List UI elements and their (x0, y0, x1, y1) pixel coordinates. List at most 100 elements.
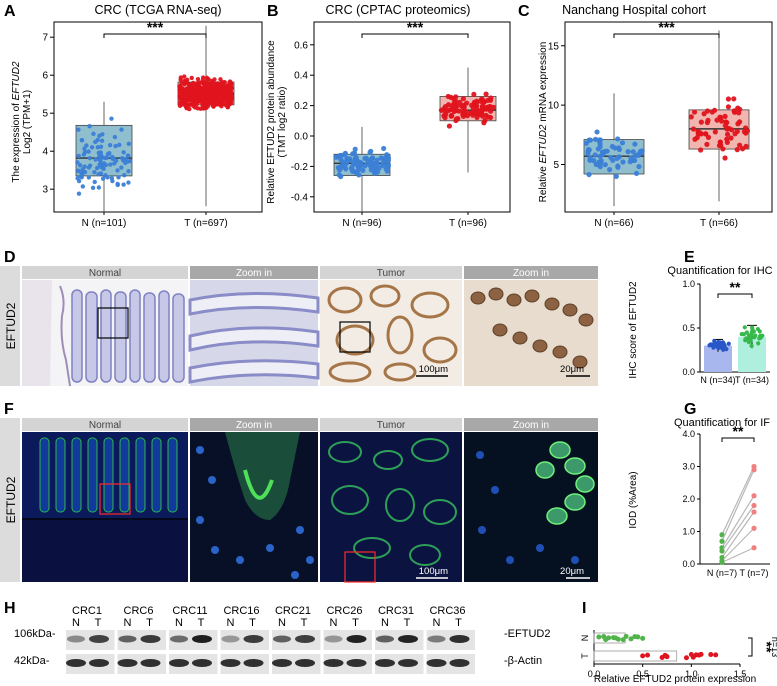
y-tick-label: 0.5 (682, 323, 695, 333)
chart-e-ylabel: IHC score of EFTUD2 (628, 281, 639, 379)
data-point (113, 143, 118, 149)
data-point (587, 137, 593, 143)
chart-b-ylabel-line2: (TMT log2 ratio) (277, 87, 288, 158)
data-point (198, 99, 203, 104)
data-point (212, 102, 218, 107)
data-point (446, 123, 453, 129)
data-point (102, 155, 108, 161)
data-point (596, 634, 602, 640)
pair-line (721, 469, 755, 542)
x-tick-label: N (n=34) (700, 375, 735, 385)
wb-actin-n (375, 659, 395, 667)
chart-i: Relative EFTUD2 protein expression 0.0 0.… (580, 630, 777, 685)
x-tick-label: N (n=66) (594, 218, 633, 229)
wb-actin-t (140, 659, 161, 667)
data-point (712, 341, 718, 346)
wb-nt-label: N (175, 617, 183, 629)
wb-band-n (170, 635, 188, 643)
data-point (353, 157, 360, 163)
ihc-side-label: EFTUD2 (4, 302, 18, 349)
data-point (187, 82, 192, 87)
data-point (207, 81, 213, 87)
wb-band-n (221, 635, 240, 643)
y-tick-label: 5 (553, 160, 559, 171)
data-point-n (719, 559, 725, 565)
data-point (195, 86, 201, 91)
x-tick-label: T (n=96) (449, 218, 487, 229)
data-point (748, 333, 753, 338)
wb-lane-label: CRC11 (172, 605, 207, 617)
data-point (711, 107, 718, 113)
panel-label-e: E (684, 249, 695, 266)
wb-actin-t (398, 659, 418, 667)
data-point (225, 93, 231, 99)
data-point (627, 159, 633, 165)
data-point (702, 131, 709, 137)
if-side-bar (0, 418, 20, 582)
y-tick-label: -0.2 (291, 162, 309, 173)
wb-band-t (346, 635, 367, 643)
data-point (453, 98, 459, 104)
panel-label-d: D (4, 249, 16, 266)
chart-c-frame (564, 21, 773, 213)
data-point (690, 126, 697, 132)
data-point (86, 165, 92, 170)
wb-band-t (89, 635, 109, 643)
data-point (722, 113, 728, 119)
data-point (76, 191, 82, 196)
significance-label: ** (759, 642, 775, 653)
data-point (92, 179, 97, 185)
data-point (126, 141, 132, 147)
wb-actin-t (192, 659, 212, 667)
data-point (126, 169, 131, 174)
data-point (698, 147, 704, 153)
ihc-tumor-zoom-image: 20μm (464, 280, 598, 386)
data-point (606, 635, 612, 641)
data-point (94, 165, 100, 171)
ihc-normal-zoom-image (188, 280, 320, 386)
wb-mw-bottom: 42kDa- (14, 655, 50, 667)
data-point (105, 152, 111, 157)
data-point (125, 153, 131, 158)
data-point (350, 151, 356, 157)
data-point (728, 135, 734, 141)
data-point (737, 142, 743, 148)
data-point (490, 104, 497, 110)
y-tick-label: 1.0 (682, 527, 695, 537)
panel-label-i: I (582, 600, 586, 617)
wb-actin-n (272, 659, 292, 667)
data-point (112, 134, 118, 140)
data-point (77, 163, 83, 168)
ihc-header-zoom1-bg (190, 266, 318, 279)
data-point (200, 75, 206, 80)
wb-label-bottom: -β-Actin (504, 655, 542, 667)
data-point (760, 333, 765, 338)
chart-c-ylabel: Relative EFTUD2 mRNA expression (538, 42, 549, 203)
wb-nt-label: N (72, 617, 80, 629)
data-point (615, 636, 621, 642)
wb-actin-n (220, 659, 241, 667)
wb-actin-n (66, 659, 86, 667)
panel-label-h: H (4, 600, 16, 617)
wb-nt-label: T (301, 617, 308, 629)
ihc-header-normal: Normal (89, 268, 121, 279)
data-point (736, 110, 742, 116)
data-point (384, 152, 390, 158)
y-tick-label: 1.0 (682, 279, 695, 289)
data-point (189, 75, 194, 81)
y-tick-label: 10 (548, 101, 560, 112)
data-point (459, 103, 465, 109)
data-point (86, 175, 92, 180)
data-point (597, 153, 603, 159)
y-tick-label: 7 (42, 33, 48, 44)
ihc-header-zoom1: Zoom in (236, 268, 272, 279)
data-point (222, 85, 228, 90)
chart-b-ylabel: Relative EFTUD2 protein abundance (TMT l… (266, 40, 288, 204)
wb-nt-label: N (381, 617, 389, 629)
y-tick-label: 0.6 (294, 40, 308, 51)
y-tick-label: 5 (42, 109, 48, 120)
data-point (742, 325, 747, 330)
if-tumor-zoom-image: 20μm (464, 432, 598, 582)
